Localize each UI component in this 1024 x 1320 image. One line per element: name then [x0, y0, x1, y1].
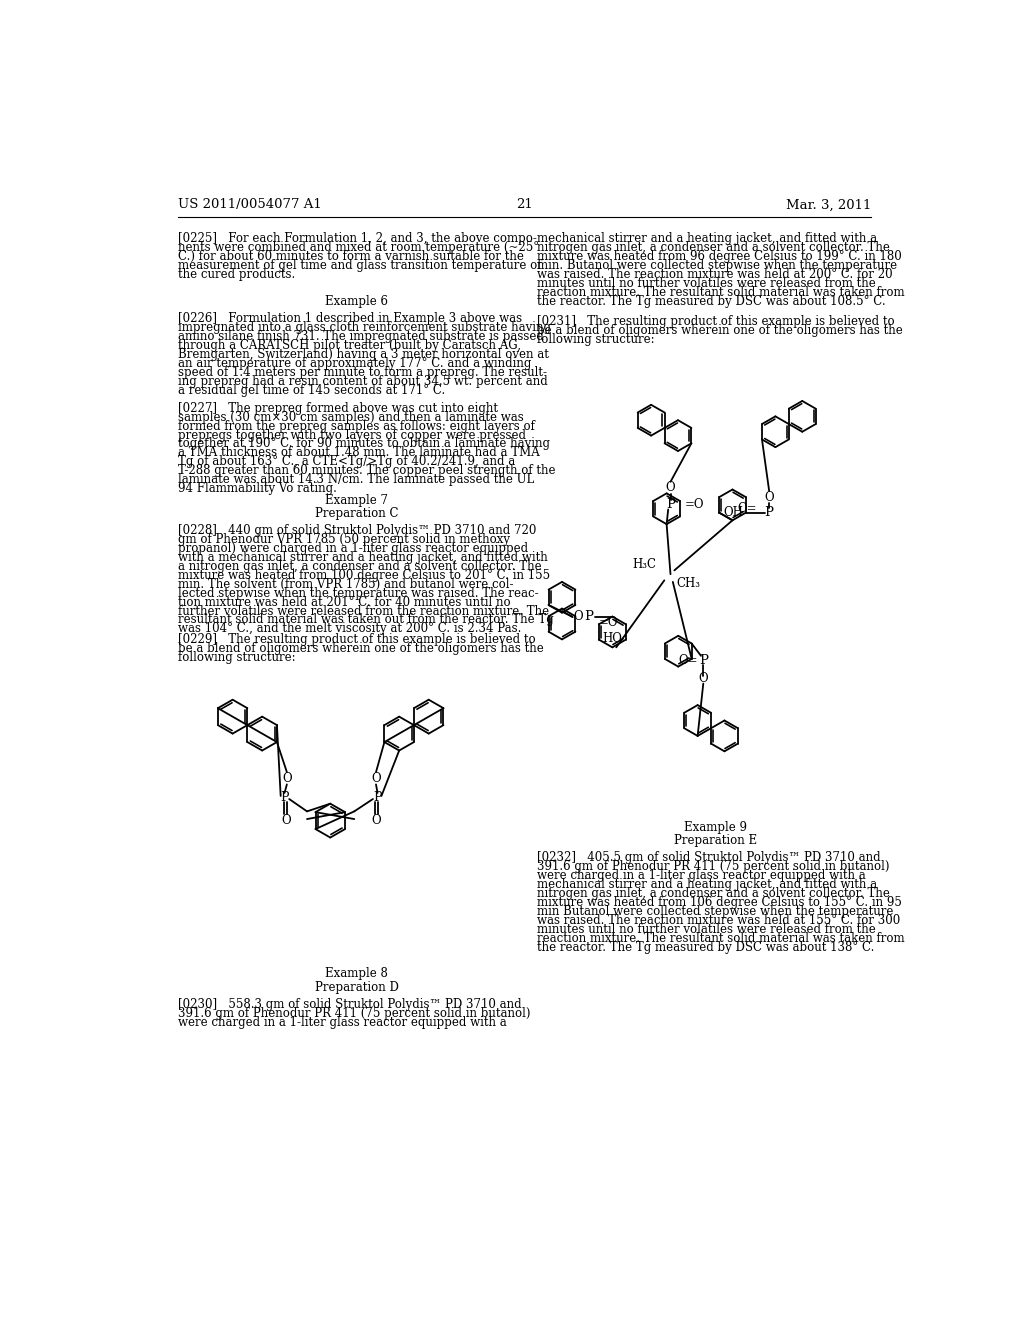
Text: Example 8: Example 8	[326, 966, 388, 979]
Text: the reactor. The Tg measured by DSC was about 108.5° C.: the reactor. The Tg measured by DSC was …	[538, 294, 886, 308]
Text: H₃C: H₃C	[633, 558, 656, 572]
Text: a residual gel time of 145 seconds at 171° C.: a residual gel time of 145 seconds at 17…	[178, 384, 445, 397]
Text: were charged in a 1-liter glass reactor equipped with a: were charged in a 1-liter glass reactor …	[178, 1015, 507, 1028]
Text: min. Butanol were collected stepwise when the temperature: min. Butanol were collected stepwise whe…	[538, 259, 897, 272]
Text: further volatiles were released from the reaction mixture. The: further volatiles were released from the…	[178, 605, 550, 618]
Text: a TMA thickness of about 1.48 mm. The laminate had a TMA: a TMA thickness of about 1.48 mm. The la…	[178, 446, 540, 459]
Text: O: O	[666, 482, 675, 495]
Text: mechanical stirrer and a heating jacket, and fitted with a: mechanical stirrer and a heating jacket,…	[538, 232, 878, 246]
Text: O: O	[282, 772, 292, 785]
Text: O: O	[371, 772, 381, 785]
Text: reaction mixture. The resultant solid material was taken from: reaction mixture. The resultant solid ma…	[538, 286, 905, 298]
Text: speed of 1.4 meters per minute to form a prepreg. The result-: speed of 1.4 meters per minute to form a…	[178, 366, 548, 379]
Text: [0226]   Formulation 1 described in Example 3 above was: [0226] Formulation 1 described in Exampl…	[178, 313, 522, 326]
Text: propanol) were charged in a 1-liter glass reactor equipped: propanol) were charged in a 1-liter glas…	[178, 543, 528, 554]
Text: nitrogen gas inlet, a condenser and a solvent collector. The: nitrogen gas inlet, a condenser and a so…	[538, 242, 890, 255]
Text: nents were combined and mixed at room temperature (~25°: nents were combined and mixed at room te…	[178, 242, 540, 255]
Text: minutes until no further volatiles were released from the: minutes until no further volatiles were …	[538, 277, 876, 290]
Text: Preparation D: Preparation D	[314, 981, 398, 994]
Text: O=: O=	[737, 502, 757, 515]
Text: P: P	[374, 791, 382, 804]
Text: P: P	[281, 791, 289, 804]
Text: P: P	[698, 653, 708, 667]
Text: laminate was about 14.3 N/cm. The laminate passed the UL: laminate was about 14.3 N/cm. The lamina…	[178, 473, 535, 486]
Text: samples (30 cm×30 cm samples) and then a laminate was: samples (30 cm×30 cm samples) and then a…	[178, 411, 524, 424]
Text: minutes until no further volatiles were released from the: minutes until no further volatiles were …	[538, 923, 876, 936]
Text: ing prepreg had a resin content of about 34.5 wt. percent and: ing prepreg had a resin content of about…	[178, 375, 548, 388]
Text: 94 Flammability Vo rating.: 94 Flammability Vo rating.	[178, 482, 337, 495]
Text: C.) for about 60 minutes to form a varnish suitable for the: C.) for about 60 minutes to form a varni…	[178, 251, 524, 263]
Text: gm of Phenodur VPR 1785 (50 percent solid in methoxy: gm of Phenodur VPR 1785 (50 percent soli…	[178, 533, 510, 546]
Text: following structure:: following structure:	[538, 334, 654, 346]
Text: US 2011/0054077 A1: US 2011/0054077 A1	[178, 198, 323, 211]
Text: lected stepwise when the temperature was raised. The reac-: lected stepwise when the temperature was…	[178, 586, 539, 599]
Text: [0225]   For each Formulation 1, 2, and 3, the above compo-: [0225] For each Formulation 1, 2, and 3,…	[178, 232, 538, 246]
Text: be a blend of oligomers wherein one of the oligomers has the: be a blend of oligomers wherein one of t…	[178, 643, 544, 656]
Text: tion mixture was held at 201° C. for 40 minutes until no: tion mixture was held at 201° C. for 40 …	[178, 595, 511, 609]
Text: measurement of gel time and glass transition temperature of: measurement of gel time and glass transi…	[178, 259, 542, 272]
Text: O=: O=	[678, 653, 698, 667]
Text: a nitrogen gas inlet, a condenser and a solvent collector. The: a nitrogen gas inlet, a condenser and a …	[178, 560, 542, 573]
Text: P: P	[666, 499, 675, 511]
Text: the reactor. The Tg measured by DSC was about 138° C.: the reactor. The Tg measured by DSC was …	[538, 941, 874, 954]
Text: [0230]   558.3 gm of solid Struktol Polydis™ PD 3710 and: [0230] 558.3 gm of solid Struktol Polydi…	[178, 998, 522, 1011]
Text: [0227]   The prepreg formed above was cut into eight: [0227] The prepreg formed above was cut …	[178, 401, 499, 414]
Text: formed from the prepreg samples as follows: eight layers of: formed from the prepreg samples as follo…	[178, 420, 536, 433]
Text: min Butanol were collected stepwise when the temperature: min Butanol were collected stepwise when…	[538, 906, 894, 917]
Text: the cured products.: the cured products.	[178, 268, 296, 281]
Text: mixture was heated from 100 degree Celsius to 201° C. in 155: mixture was heated from 100 degree Celsi…	[178, 569, 551, 582]
Text: Bremgarten, Switzerland) having a 3 meter horizontal oven at: Bremgarten, Switzerland) having a 3 mete…	[178, 348, 549, 362]
Text: Preparation E: Preparation E	[674, 834, 757, 847]
Text: Preparation C: Preparation C	[314, 507, 398, 520]
Text: Example 6: Example 6	[326, 296, 388, 309]
Text: through a CARATSCH pilot treater (built by Caratsch AG,: through a CARATSCH pilot treater (built …	[178, 339, 521, 352]
Text: impregnated into a glass cloth reinforcement substrate having: impregnated into a glass cloth reinforce…	[178, 321, 551, 334]
Text: 391.6 gm of Phenodur PR 411 (75 percent solid in butanol): 391.6 gm of Phenodur PR 411 (75 percent …	[178, 1007, 530, 1019]
Text: reaction mixture. The resultant solid material was taken from: reaction mixture. The resultant solid ma…	[538, 932, 905, 945]
Text: T-288 greater than 60 minutes. The copper peel strength of the: T-288 greater than 60 minutes. The coppe…	[178, 465, 556, 478]
Text: HO: HO	[602, 631, 622, 644]
Text: amino silane finish 731. The impregnated substrate is passed: amino silane finish 731. The impregnated…	[178, 330, 544, 343]
Text: Example 9: Example 9	[684, 821, 746, 834]
Text: were charged in a 1-liter glass reactor equipped with a: were charged in a 1-liter glass reactor …	[538, 870, 866, 882]
Text: was raised. The reaction mixture was held at 200° C. for 20: was raised. The reaction mixture was hel…	[538, 268, 893, 281]
Text: =O: =O	[684, 499, 703, 511]
Text: P: P	[765, 506, 774, 519]
Text: following structure:: following structure:	[178, 651, 296, 664]
Text: CH₃: CH₃	[677, 577, 700, 590]
Text: [0232]   405.5 gm of solid Struktol Polydis™ PD 3710 and: [0232] 405.5 gm of solid Struktol Polydi…	[538, 851, 881, 865]
Text: Tg of about 163° C., a CTE<Tg/>Tg of 40.2/241.9, and a: Tg of about 163° C., a CTE<Tg/>Tg of 40.…	[178, 455, 516, 469]
Text: O: O	[764, 491, 774, 504]
Text: mixture was heated from 106 degree Celsius to 155° C. in 95: mixture was heated from 106 degree Celsi…	[538, 896, 902, 909]
Text: mechanical stirrer and a heating jacket, and fitted with a: mechanical stirrer and a heating jacket,…	[538, 878, 878, 891]
Text: was 104° C., and the melt viscosity at 200° C. is 2.34 Pas.: was 104° C., and the melt viscosity at 2…	[178, 623, 522, 635]
Text: O: O	[573, 610, 583, 623]
Text: mixture was heated from 96 degree Celsius to 199° C. in 180: mixture was heated from 96 degree Celsiu…	[538, 251, 902, 263]
Text: [0229]   The resulting product of this example is believed to: [0229] The resulting product of this exa…	[178, 634, 536, 647]
Text: 21: 21	[516, 198, 534, 211]
Text: =O: =O	[599, 616, 618, 630]
Text: resultant solid material was taken out from the reactor. The Tg: resultant solid material was taken out f…	[178, 614, 554, 627]
Text: [0228]   440 gm of solid Struktol Polydis™ PD 3710 and 720: [0228] 440 gm of solid Struktol Polydis™…	[178, 524, 537, 537]
Text: O: O	[371, 814, 381, 828]
Text: prepregs together with two layers of copper were pressed: prepregs together with two layers of cop…	[178, 429, 526, 441]
Text: Mar. 3, 2011: Mar. 3, 2011	[785, 198, 871, 211]
Text: P: P	[585, 610, 594, 623]
Text: 391.6 gm of Phenodur PR 411 (75 percent solid in butanol): 391.6 gm of Phenodur PR 411 (75 percent …	[538, 861, 890, 874]
Text: an air temperature of approximately 177° C. and a winding: an air temperature of approximately 177°…	[178, 358, 531, 370]
Text: together at 190° C. for 90 minutes to obtain a laminate having: together at 190° C. for 90 minutes to ob…	[178, 437, 550, 450]
Text: min. The solvent (from VPR 1785) and butanol were col-: min. The solvent (from VPR 1785) and but…	[178, 578, 514, 591]
Text: O: O	[282, 814, 291, 828]
Text: OH: OH	[723, 506, 742, 519]
Text: with a mechanical stirrer and a heating jacket, and fitted with: with a mechanical stirrer and a heating …	[178, 550, 548, 564]
Text: nitrogen gas inlet, a condenser and a solvent collector. The: nitrogen gas inlet, a condenser and a so…	[538, 887, 890, 900]
Text: was raised. The reaction mixture was held at 155° C. for 300: was raised. The reaction mixture was hel…	[538, 913, 900, 927]
Text: [0231]   The resulting product of this example is believed to: [0231] The resulting product of this exa…	[538, 315, 895, 329]
Text: O: O	[698, 672, 709, 685]
Text: Example 7: Example 7	[326, 494, 388, 507]
Text: be a blend of oligomers wherein one of the oligomers has the: be a blend of oligomers wherein one of t…	[538, 325, 903, 338]
